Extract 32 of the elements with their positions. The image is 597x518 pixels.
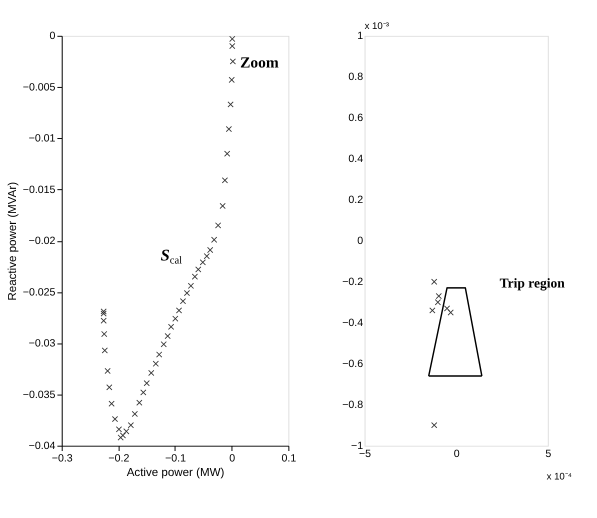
y-tick-label: 0.8 — [348, 71, 364, 84]
x-tick-label: −0.1 — [165, 452, 186, 465]
y-tick-label: −0.005 — [22, 81, 56, 94]
y-tick-label: −0.025 — [22, 286, 56, 298]
x-tick-label: 0.1 — [281, 452, 296, 465]
y-tick-label: 0 — [50, 30, 56, 42]
annotation: Zoom — [240, 54, 279, 72]
x-axis-title: Active power (MW) — [126, 467, 224, 480]
x-tick-label: −0.2 — [108, 452, 130, 465]
x-tick-label: 0 — [229, 452, 236, 465]
y-tick-label: −0.04 — [28, 440, 56, 452]
annotation: Trip region — [500, 276, 566, 291]
y-tick-label: −0.6 — [342, 358, 364, 370]
text: x 10⁻³ — [364, 21, 390, 32]
y-tick-label: 0 — [357, 235, 364, 248]
y-tick-label: −0.01 — [28, 132, 56, 145]
x-tick-label: −0.3 — [52, 452, 73, 465]
y-tick-label: −0.4 — [342, 317, 364, 330]
text: x 10⁻⁴ — [546, 471, 572, 482]
y-tick-label: −0.02 — [28, 235, 56, 248]
y-tick-label: 0.4 — [348, 153, 364, 166]
x-tick-label: 0 — [454, 448, 460, 460]
y-tick-label: −0.03 — [28, 338, 56, 350]
y-tick-label: −0.8 — [342, 399, 364, 412]
y-axis-title: Reactive power (MVAr) — [6, 182, 19, 301]
y-tick-label: 0.2 — [348, 194, 364, 206]
y-tick-label: −0.035 — [22, 388, 56, 401]
y-tick-label: −0.2 — [342, 276, 364, 288]
y-tick-label: −0.015 — [22, 184, 56, 196]
y-tick-label: 0.6 — [348, 112, 364, 124]
y-tick-label: 1 — [357, 30, 364, 42]
x-tick-label: 5 — [545, 448, 552, 460]
